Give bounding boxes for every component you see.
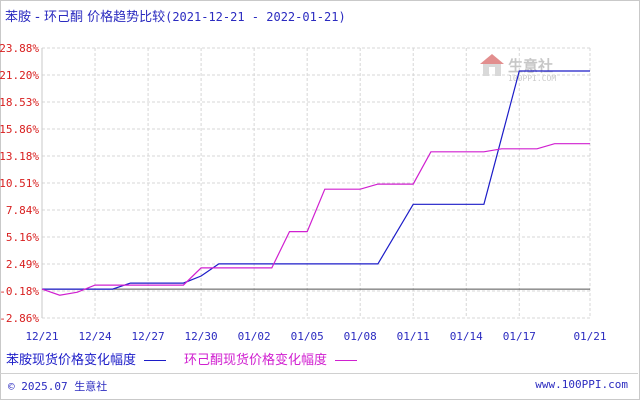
y-tick-label: 21.20% bbox=[0, 69, 39, 82]
x-tick-label: 01/21 bbox=[573, 330, 606, 343]
legend-swatch bbox=[335, 360, 358, 361]
footer: © 2025.07 生意社 www.100PPI.com bbox=[0, 373, 638, 398]
y-tick-label: 18.53% bbox=[0, 96, 39, 109]
y-axis-tick-labels: 23.88% 21.20% 18.53% 15.86% 13.18% 10.51% 7.84… bbox=[0, 42, 39, 325]
footer-website: www.100PPI.com bbox=[535, 378, 628, 391]
legend-item: 环己酮现货价格变化幅度 bbox=[184, 349, 358, 368]
x-tick-label: 01/11 bbox=[397, 330, 430, 343]
legend-item: 苯胺现货价格变化幅度 bbox=[6, 349, 167, 368]
legend-swatch bbox=[144, 360, 167, 361]
chart-title-main: 苯胺 - 环己酮 价格趋势比较 bbox=[5, 10, 166, 25]
footer-copyright: © 2025.07 生意社 bbox=[8, 380, 108, 393]
y-tick-label: 13.18% bbox=[0, 150, 39, 163]
house-logo-icon bbox=[480, 54, 504, 76]
y-tick-label: -2.86% bbox=[0, 312, 39, 325]
x-axis-tick-labels: 12/21 12/24 12/27 12/30 01/02 01/05 01/08 01/11… bbox=[25, 330, 606, 343]
x-tick-label: 01/05 bbox=[291, 330, 324, 343]
chart-legend: 苯胺现货价格变化幅度 环己酮现货价格变化幅度 bbox=[6, 349, 375, 368]
x-tick-label: 01/02 bbox=[238, 330, 271, 343]
x-tick-label: 01/14 bbox=[450, 330, 483, 343]
x-tick-label: 12/27 bbox=[132, 330, 165, 343]
x-tick-label: 12/24 bbox=[78, 330, 111, 343]
chart-grid bbox=[41, 47, 591, 319]
chart-title: 苯胺 - 环己酮 价格趋势比较(2021-12-21 - 2022-01-21) bbox=[5, 6, 346, 25]
y-tick-label: 10.51% bbox=[0, 177, 39, 190]
x-tick-label: 12/21 bbox=[25, 330, 58, 343]
x-tick-label: 01/17 bbox=[503, 330, 536, 343]
legend-label: 苯胺现货价格变化幅度 bbox=[6, 353, 137, 368]
y-tick-label: 15.86% bbox=[0, 123, 39, 136]
y-tick-label: 23.88% bbox=[0, 42, 39, 55]
line-chart: 23.88% 21.20% 18.53% 15.86% 13.18% 10.51% 7.84… bbox=[0, 42, 607, 343]
x-tick-label: 12/30 bbox=[185, 330, 218, 343]
legend-label: 环己酮现货价格变化幅度 bbox=[184, 353, 328, 368]
y-tick-label: 5.16% bbox=[6, 231, 39, 244]
watermark-url: 100PPI.COM bbox=[508, 74, 557, 83]
x-tick-label: 01/08 bbox=[344, 330, 377, 343]
y-tick-label: -0.18% bbox=[0, 285, 39, 298]
y-tick-label: 7.84% bbox=[6, 204, 39, 217]
aniline-price-line bbox=[42, 70, 590, 290]
cyclohexanone-price-line bbox=[41, 143, 590, 296]
y-tick-label: 2.49% bbox=[6, 258, 39, 271]
chart-title-dates: (2021-12-21 - 2022-01-21) bbox=[165, 10, 346, 24]
chart-series bbox=[41, 70, 590, 296]
